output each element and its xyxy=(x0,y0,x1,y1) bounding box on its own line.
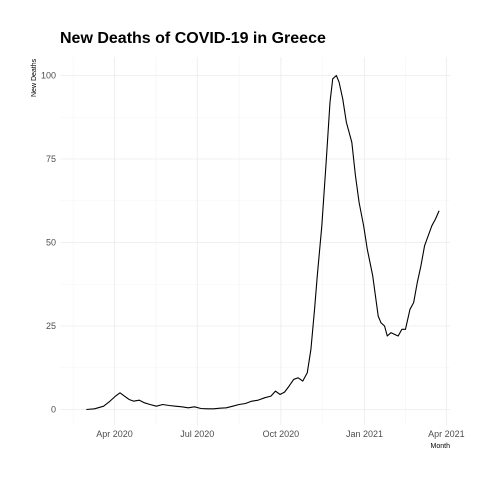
y-axis-ticks: 0 25 50 75 100 xyxy=(41,71,56,415)
x-tick-label: Jul 2020 xyxy=(180,429,214,439)
y-tick-label: 50 xyxy=(46,238,56,248)
y-tick-label: 0 xyxy=(51,405,56,415)
x-tick-label: Apr 2021 xyxy=(428,429,465,439)
x-tick-label: Apr 2020 xyxy=(96,429,133,439)
x-tick-label: Jan 2021 xyxy=(346,429,383,439)
y-tick-label: 75 xyxy=(46,154,56,164)
x-tick-label: Oct 2020 xyxy=(263,429,300,439)
y-axis-label: New Deaths xyxy=(31,58,38,97)
x-axis-label: Month xyxy=(431,443,451,450)
x-axis-ticks: Apr 2020 Jul 2020 Oct 2020 Jan 2021 Apr 2021 xyxy=(96,429,464,439)
chart-title: New Deaths of COVID-19 in Greece xyxy=(60,30,326,47)
y-tick-label: 100 xyxy=(41,71,56,81)
y-tick-label: 25 xyxy=(46,321,56,331)
grid-lines xyxy=(60,57,450,425)
